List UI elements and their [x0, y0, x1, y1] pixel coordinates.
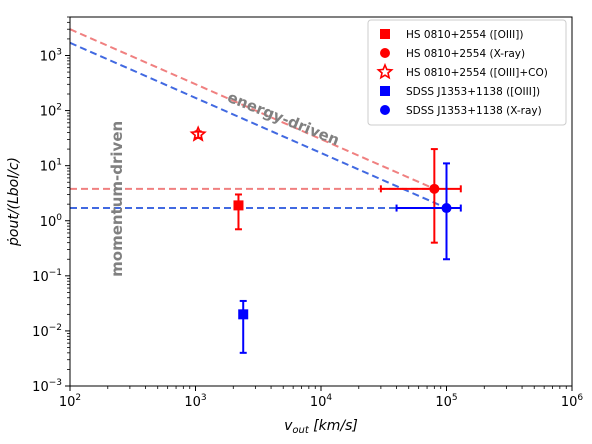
x-tick-label-5: 106	[561, 393, 584, 410]
y-tick-label-6: 102	[40, 103, 62, 120]
legend-label-1: HS 0810+2554 ([OIII])	[406, 29, 523, 41]
data-point-3	[189, 125, 207, 142]
data-point-1	[233, 200, 244, 211]
y-tick-label-5: 101	[40, 158, 62, 175]
model-line-1	[70, 28, 435, 190]
legend-marker-3	[376, 62, 394, 80]
y-tick-label-2: 10−2	[32, 323, 62, 340]
data-point-5	[441, 203, 452, 214]
legend-box	[367, 19, 567, 126]
legend-marker-1	[380, 29, 390, 39]
y-axis-label: ṗout/(Lbol/c)	[6, 157, 22, 247]
legend-label-5: SDSS J1353+1138 (X-ray)	[406, 105, 542, 117]
series-1	[233, 193, 244, 231]
x-tick-label-3: 104	[310, 393, 333, 410]
y-tick-label-1: 10−3	[32, 378, 62, 395]
series-5	[395, 162, 462, 261]
y-tick-label-7: 103	[40, 48, 62, 65]
data-point-2	[429, 183, 440, 194]
y-tick-label-4: 100	[40, 213, 63, 230]
legend-label-3: HS 0810+2554 ([OIII]+CO)	[406, 67, 548, 79]
x-tick-label-1: 102	[59, 393, 81, 410]
annotation-2: momentum-driven	[108, 121, 126, 277]
legend-label-4: SDSS J1353+1138 ([OIII])	[406, 86, 540, 98]
y-tick-label-3: 10−1	[32, 268, 62, 285]
legend: HS 0810+2554 ([OIII]) HS 0810+2554 (X-ray…	[367, 19, 567, 126]
legend-marker-5	[380, 105, 390, 115]
x-axis-label: vout [km/s]	[284, 418, 358, 436]
x-tick-label-2: 103	[184, 393, 206, 410]
legend-marker-2	[380, 48, 390, 58]
legend-marker-4	[380, 86, 390, 96]
axes: 102 103 104 105 106 10−3 10−2 10−1 100 101 102 103 v…	[6, 16, 584, 436]
legend-label-2: HS 0810+2554 (X-ray)	[406, 48, 525, 60]
x-tick-label-4: 105	[435, 393, 457, 410]
series-4	[238, 299, 249, 354]
data-point-4	[238, 309, 249, 320]
series-3	[189, 125, 207, 142]
model-line-2	[70, 41, 447, 209]
